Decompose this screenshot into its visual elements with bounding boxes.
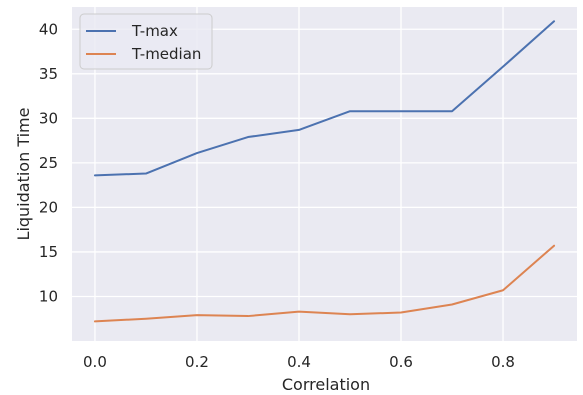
legend: T-max T-median bbox=[79, 13, 213, 70]
y-tick-label: 25 bbox=[39, 154, 58, 172]
x-tick-label: 0.2 bbox=[185, 353, 209, 371]
x-axis-label: Correlation bbox=[282, 375, 370, 394]
y-tick-labels: 10 15 20 25 30 35 40 bbox=[39, 20, 58, 305]
x-tick-label: 0.4 bbox=[287, 353, 311, 371]
x-tick-labels: 0.0 0.2 0.4 0.6 0.8 bbox=[83, 353, 515, 371]
legend-label-t-median: T-median bbox=[131, 45, 201, 63]
y-tick-label: 40 bbox=[39, 20, 58, 38]
y-tick-label: 35 bbox=[39, 65, 58, 83]
x-tick-label: 0.8 bbox=[491, 353, 515, 371]
y-tick-label: 10 bbox=[39, 287, 58, 305]
legend-label-t-max: T-max bbox=[131, 22, 178, 40]
series-line-t-max bbox=[93, 20, 556, 177]
y-tick-label: 15 bbox=[39, 243, 58, 261]
x-tick-label: 0.0 bbox=[83, 353, 107, 371]
y-tick-label: 30 bbox=[39, 109, 58, 127]
grid-lines bbox=[72, 7, 577, 341]
legend-box bbox=[79, 13, 213, 70]
y-tick-label: 20 bbox=[39, 198, 58, 216]
series-lines bbox=[93, 20, 556, 323]
series-line-t-median bbox=[93, 244, 556, 323]
y-axis-label: Liquidation Time bbox=[14, 108, 33, 241]
x-tick-label: 0.6 bbox=[389, 353, 413, 371]
